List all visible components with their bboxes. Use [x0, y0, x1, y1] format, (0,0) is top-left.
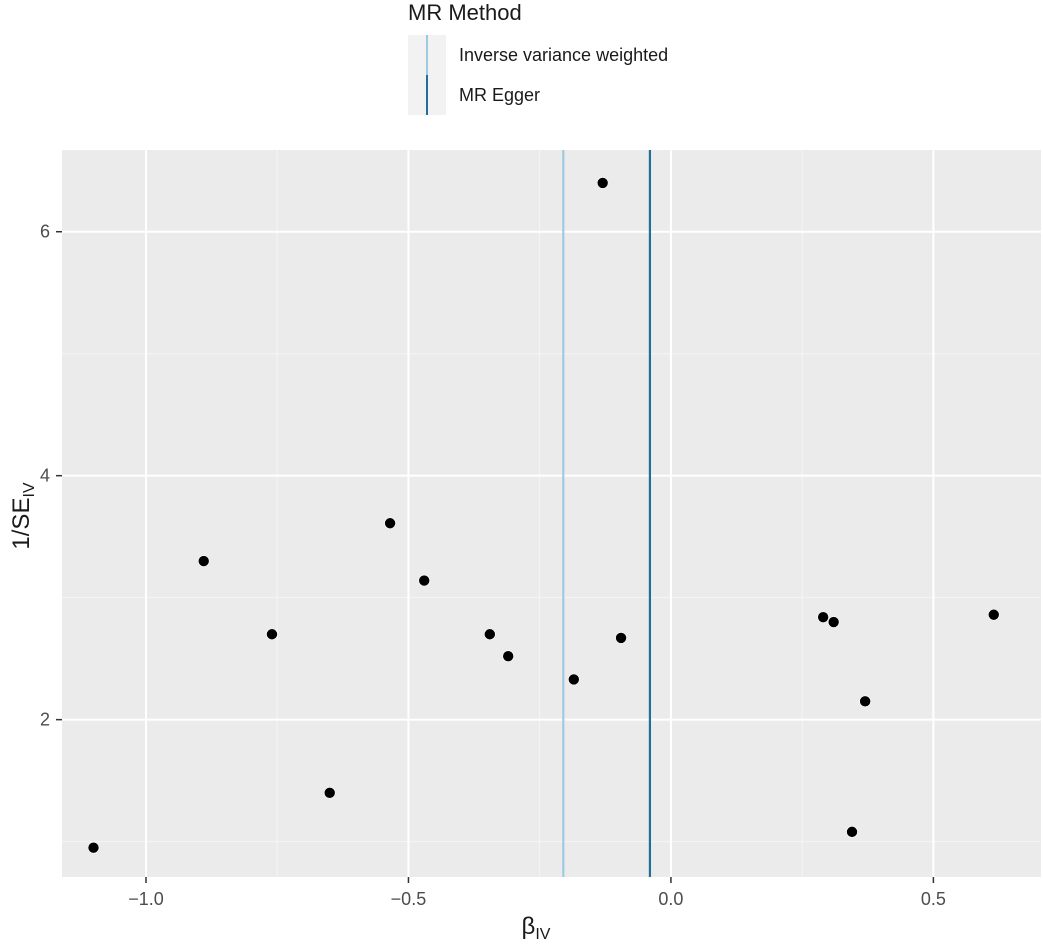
point-2	[266, 628, 278, 641]
legend: MR Method Inverse variance weighted MR E…	[408, 0, 668, 115]
y-tick-label-2: 6	[40, 222, 50, 242]
point-9	[615, 632, 627, 644]
x-tick-label-3: 0.5	[921, 889, 946, 909]
reference-lines	[562, 150, 652, 877]
grid-major	[62, 150, 1041, 877]
y-tick-label-0: 2	[40, 710, 50, 730]
plot-panel	[62, 150, 1041, 877]
x-axis-title-main: β	[522, 913, 536, 940]
point-15	[596, 177, 609, 189]
y-axis: 2 4 6	[40, 222, 62, 730]
y-axis-title: 1/SEIV	[8, 482, 38, 549]
point-8	[568, 673, 580, 686]
legend-label-egger: MR Egger	[459, 85, 540, 105]
x-axis: −1.0 −0.5 0.0 0.5	[128, 877, 946, 909]
point-6	[484, 628, 496, 641]
point-14	[987, 608, 1000, 621]
point-1	[197, 555, 210, 567]
data-points	[87, 177, 1000, 854]
x-tick-label-0: −1.0	[128, 889, 164, 909]
x-tick-label-1: −0.5	[391, 889, 427, 909]
point-7	[502, 650, 514, 663]
point-11	[827, 616, 840, 628]
legend-title: MR Method	[408, 0, 522, 25]
point-5	[418, 574, 431, 587]
y-axis-title-main: 1/SE	[8, 498, 35, 550]
point-12	[846, 826, 858, 838]
y-tick-label-1: 4	[40, 466, 50, 486]
point-4	[384, 517, 396, 530]
point-10	[817, 611, 829, 623]
x-tick-label-2: 0.0	[658, 889, 683, 909]
legend-label-ivw: Inverse variance weighted	[459, 45, 668, 65]
x-axis-title: βIV	[522, 913, 551, 940]
y-axis-title-sub: IV	[21, 482, 38, 497]
x-axis-title-sub: IV	[535, 926, 550, 940]
point-13	[859, 695, 871, 708]
point-0	[87, 841, 100, 854]
point-3	[323, 787, 336, 799]
grid-minor	[62, 150, 1041, 877]
